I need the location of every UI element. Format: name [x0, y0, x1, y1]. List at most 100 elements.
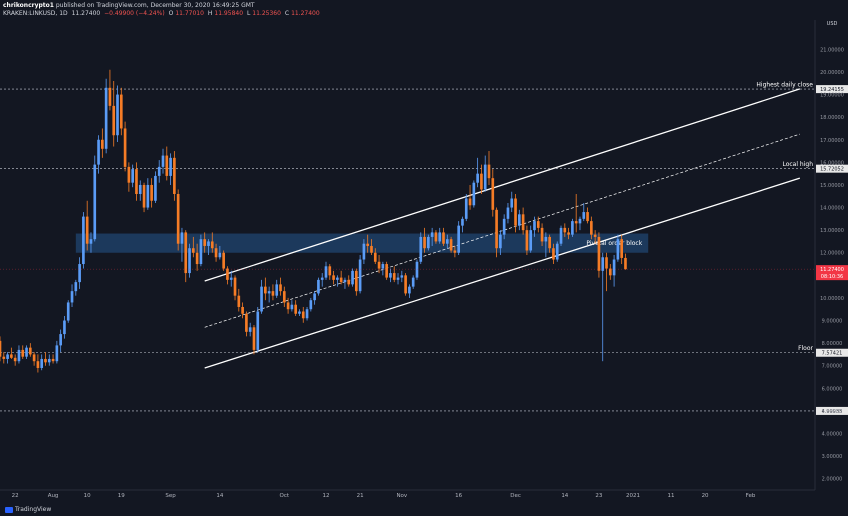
- candle: [241, 302, 244, 319]
- candle: [44, 352, 47, 366]
- candle: [332, 270, 335, 285]
- last-price-badge: [816, 265, 848, 281]
- x-tick-label: Nov: [396, 493, 407, 499]
- candle: [10, 347, 13, 359]
- candle: [161, 148, 165, 174]
- candle-body: [499, 234, 502, 249]
- candle: [608, 264, 612, 280]
- candle-body: [529, 230, 533, 251]
- candle: [66, 300, 70, 323]
- candle: [552, 243, 555, 265]
- candle: [377, 255, 381, 274]
- candle-body: [328, 266, 332, 276]
- tradingview-logo[interactable]: TradingView: [5, 506, 51, 513]
- candle-body: [146, 184, 150, 208]
- open-label: O: [168, 10, 174, 17]
- candle-body: [66, 302, 70, 321]
- candle-body: [389, 273, 392, 278]
- y-tick-label: 5.00000: [822, 409, 843, 415]
- candle-body: [483, 164, 487, 190]
- candle-body: [275, 284, 279, 296]
- candle-body: [620, 239, 624, 258]
- candle: [574, 193, 578, 233]
- candle-body: [131, 169, 135, 183]
- candle: [480, 164, 483, 194]
- candle-body: [150, 184, 153, 201]
- candle: [248, 322, 252, 337]
- candle-body: [301, 311, 305, 319]
- candle-body: [354, 270, 358, 292]
- candle: [135, 162, 138, 201]
- x-tick-label: 12: [323, 493, 330, 499]
- candle: [74, 279, 78, 296]
- candle-body: [438, 232, 442, 242]
- candle: [13, 354, 17, 366]
- candle: [464, 193, 468, 222]
- candle-body: [320, 277, 324, 280]
- candle: [483, 155, 487, 192]
- candle-body: [93, 164, 97, 240]
- candle: [2, 352, 6, 364]
- y-tick-label: 4.00000: [822, 432, 843, 438]
- candle-body: [63, 320, 66, 335]
- low-label: L: [246, 10, 251, 17]
- low-value: 11.25360: [252, 10, 281, 17]
- candle-body: [173, 157, 176, 194]
- candle: [51, 354, 55, 364]
- publisher-user[interactable]: chrikoncrypto1: [3, 2, 54, 9]
- candle-body: [525, 230, 529, 251]
- candle: [453, 245, 457, 258]
- candle: [142, 182, 146, 213]
- candle: [282, 286, 286, 307]
- candle: [586, 207, 589, 224]
- candle-body: [548, 236, 551, 249]
- candle-body: [586, 212, 589, 222]
- candle-body: [282, 291, 286, 303]
- candle: [97, 135, 100, 174]
- candle: [222, 250, 225, 271]
- candle-body: [116, 94, 119, 136]
- candle-body: [343, 279, 347, 283]
- candle-body: [47, 358, 51, 363]
- candle: [21, 345, 25, 359]
- candle-body: [464, 198, 468, 219]
- candle-body: [165, 155, 169, 176]
- x-tick-label: 11: [667, 493, 674, 499]
- channel-upper-line: [204, 88, 801, 282]
- chart-header: chrikoncrypto1 published on TradingView.…: [0, 0, 848, 20]
- x-tick-label: Oct: [280, 493, 290, 499]
- candle: [624, 253, 627, 270]
- candle-body: [605, 257, 608, 269]
- candle-body: [184, 232, 188, 274]
- candle: [339, 270, 343, 285]
- candle-body: [51, 358, 55, 362]
- candle: [40, 354, 44, 371]
- y-tick-label: 18.00000: [820, 115, 844, 121]
- candle: [104, 78, 108, 154]
- candle: [195, 243, 199, 271]
- candle-body: [313, 293, 316, 301]
- close-value: 11.27400: [291, 10, 320, 17]
- candle: [362, 239, 366, 265]
- x-tick-label: Feb: [746, 493, 756, 499]
- candle: [63, 316, 66, 339]
- candle-body: [533, 221, 536, 231]
- candle: [165, 146, 169, 181]
- candle-body: [82, 216, 85, 265]
- candle-body: [502, 218, 506, 235]
- candle-body: [10, 354, 13, 358]
- candle: [472, 180, 476, 208]
- candle-body: [559, 227, 563, 244]
- symbol-name[interactable]: KRAKEN:LINKUSD, 1D: [3, 10, 68, 17]
- candle: [290, 300, 294, 312]
- candle-body: [540, 227, 544, 242]
- candle: [438, 227, 442, 244]
- candle-body: [624, 257, 627, 270]
- y-tick-label: 2.00000: [822, 477, 843, 483]
- candle: [400, 270, 404, 283]
- level-price-text: 7.57421: [822, 351, 843, 357]
- candle-body: [135, 169, 138, 194]
- candle-body: [404, 275, 407, 294]
- candle-body: [157, 166, 161, 176]
